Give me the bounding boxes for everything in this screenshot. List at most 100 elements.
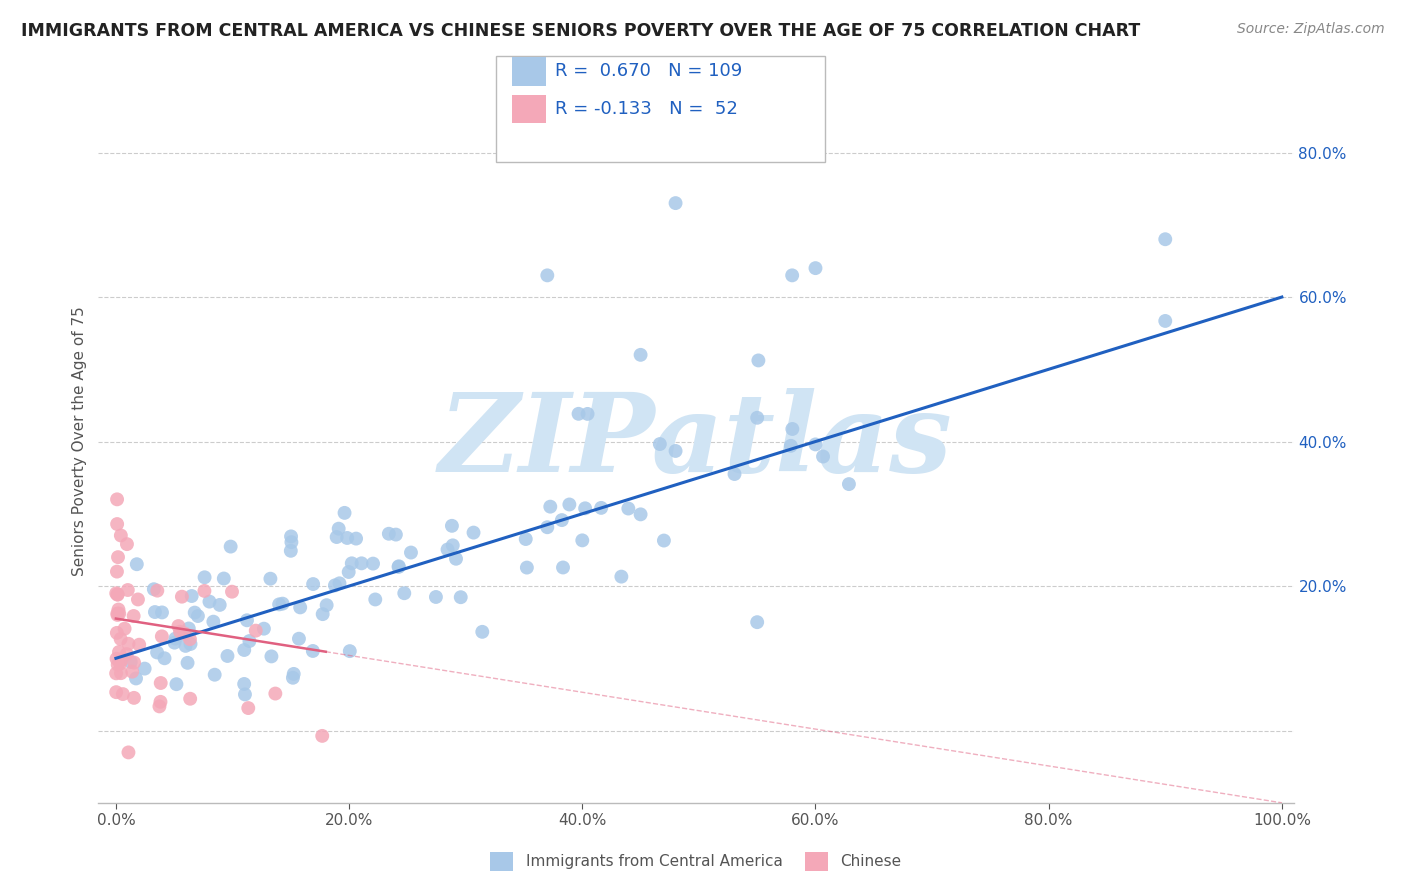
Point <box>591 500 613 515</box>
Point <box>551 560 574 574</box>
Point <box>198 594 221 608</box>
Point <box>165 677 187 691</box>
Point <box>146 645 169 659</box>
Point <box>238 634 260 648</box>
Point <box>301 644 323 658</box>
Point <box>336 531 359 545</box>
Point <box>177 622 200 636</box>
Point <box>149 695 172 709</box>
Point <box>122 656 145 670</box>
Point <box>441 538 464 552</box>
Point <box>142 582 165 597</box>
Point <box>337 565 360 579</box>
Point <box>339 644 361 658</box>
Text: ZIPatlas: ZIPatlas <box>439 388 953 495</box>
Point <box>264 687 287 701</box>
Point <box>315 598 337 612</box>
Point <box>340 557 363 571</box>
Point <box>105 652 128 666</box>
Point <box>110 528 132 542</box>
Point <box>610 569 633 583</box>
Point <box>187 609 209 624</box>
Point <box>179 691 201 706</box>
Point <box>204 667 226 681</box>
Point <box>567 407 589 421</box>
Point <box>233 687 256 701</box>
Point <box>630 348 652 362</box>
Text: Source: ZipAtlas.com: Source: ZipAtlas.com <box>1237 22 1385 37</box>
Point <box>364 592 387 607</box>
Point <box>399 545 422 559</box>
Point <box>146 583 169 598</box>
Point <box>269 598 291 612</box>
Point <box>107 550 129 565</box>
Point <box>290 600 312 615</box>
Point <box>328 576 350 591</box>
Point <box>107 607 129 622</box>
Point <box>105 685 128 699</box>
Point <box>117 637 139 651</box>
Point <box>378 526 401 541</box>
Point <box>664 444 686 458</box>
Point <box>385 527 408 541</box>
Point <box>283 666 305 681</box>
Point <box>245 624 267 638</box>
Point <box>127 592 149 607</box>
Point <box>122 609 145 624</box>
Point <box>536 268 558 283</box>
Point <box>394 586 416 600</box>
Point <box>105 492 128 507</box>
Point <box>179 637 201 651</box>
Point <box>110 632 132 646</box>
Point <box>838 477 860 491</box>
Point <box>387 560 409 574</box>
Point <box>236 613 259 627</box>
Text: R = -0.133   N =  52: R = -0.133 N = 52 <box>555 100 738 118</box>
Point <box>107 588 129 602</box>
Point <box>571 533 593 548</box>
Point <box>323 578 346 592</box>
Point <box>388 559 411 574</box>
Point <box>179 632 201 647</box>
Point <box>536 520 558 534</box>
Point <box>202 615 225 629</box>
Point <box>780 268 803 283</box>
Point <box>176 656 198 670</box>
Point <box>648 437 671 451</box>
Point <box>125 558 148 572</box>
Point <box>311 729 333 743</box>
Point <box>105 626 128 640</box>
Point <box>233 643 256 657</box>
Point <box>747 615 769 630</box>
Point <box>804 261 827 276</box>
Point <box>312 607 335 621</box>
Point <box>1154 232 1177 246</box>
Point <box>110 653 132 667</box>
Point <box>576 407 599 421</box>
Point <box>193 583 215 598</box>
Point <box>450 591 472 605</box>
Point <box>108 657 131 671</box>
Point <box>350 557 373 571</box>
Point <box>174 639 197 653</box>
Point <box>117 746 139 760</box>
Point <box>105 666 128 681</box>
Point <box>630 508 652 522</box>
Point <box>105 607 128 621</box>
Point <box>782 422 804 436</box>
Point <box>221 584 243 599</box>
Point <box>121 665 143 679</box>
Point <box>107 587 129 601</box>
Point <box>723 467 745 481</box>
Point <box>281 671 304 685</box>
Point <box>105 586 128 600</box>
Point <box>148 699 170 714</box>
Point <box>811 450 834 464</box>
Point <box>163 635 186 649</box>
Legend: Immigrants from Central America, Chinese: Immigrants from Central America, Chinese <box>482 845 910 879</box>
Y-axis label: Seniors Poverty Over the Age of 75: Seniors Poverty Over the Age of 75 <box>72 307 87 576</box>
Point <box>183 606 205 620</box>
Point <box>180 589 202 603</box>
Point <box>253 622 276 636</box>
Point <box>111 687 134 701</box>
